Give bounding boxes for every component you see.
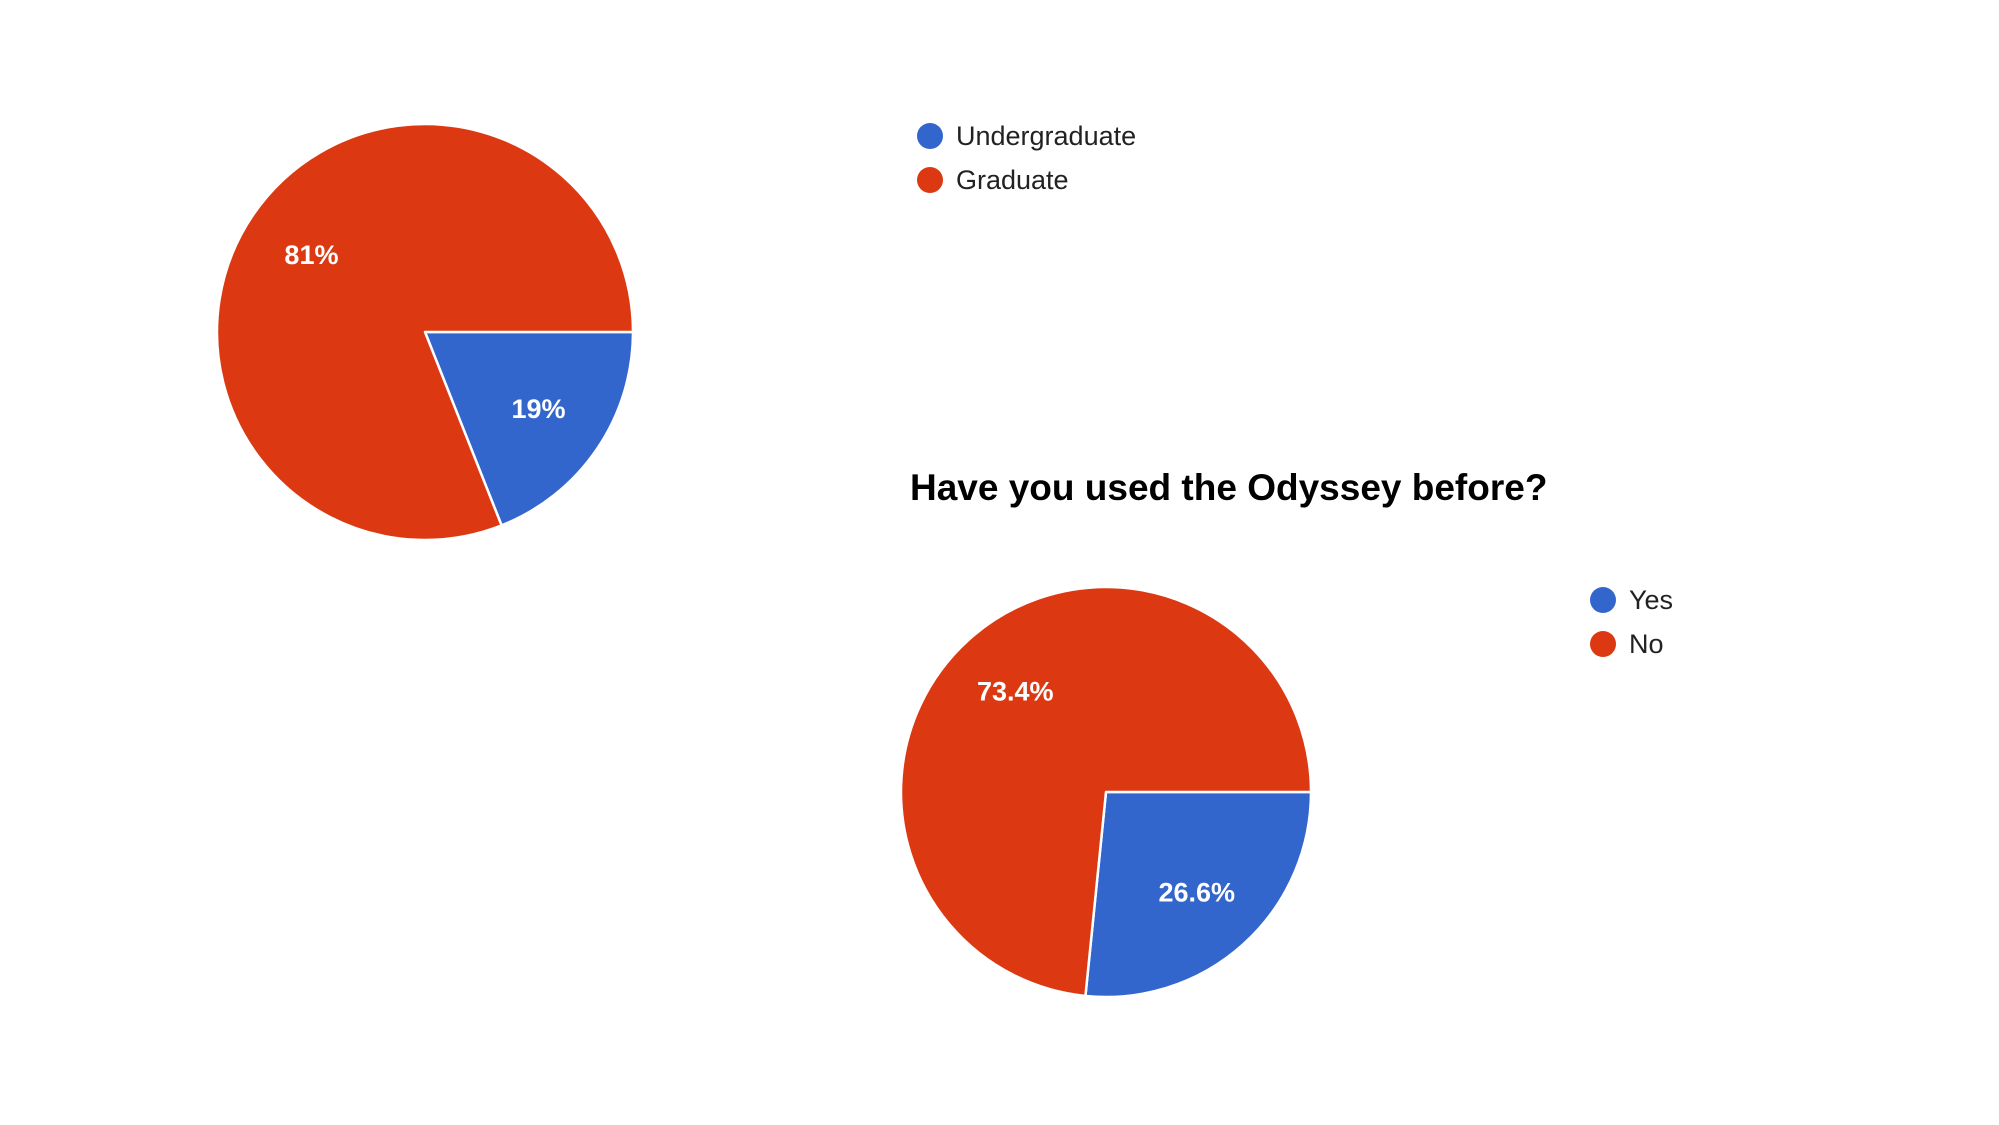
data-label-no: 73.4% [977, 677, 1054, 707]
data-label-graduate: 81% [284, 240, 338, 270]
pie-chart-odyssey-usage: Have you used the Odyssey before? 26.6% 7… [899, 467, 1673, 999]
pie-slice-graduate[interactable] [215, 122, 635, 542]
pie-chart-education-level: 19% 81% Undergraduate Graduate [215, 121, 1136, 542]
pie-slices [899, 585, 1313, 999]
legend-swatch [917, 167, 943, 193]
pie-slice-undergraduate[interactable] [423, 330, 635, 527]
chart-title: Have you used the Odyssey before? [910, 467, 1547, 508]
data-label-undergraduate: 19% [512, 394, 566, 424]
pie-data-labels: 26.6% 73.4% [977, 677, 1235, 908]
legend-item-graduate[interactable]: Graduate [917, 165, 1069, 195]
legend-label: Graduate [956, 165, 1069, 195]
legend[interactable]: Undergraduate Graduate [917, 121, 1136, 195]
legend[interactable]: Yes No [1590, 585, 1673, 659]
legend-swatch [1590, 587, 1616, 613]
legend-swatch [1590, 631, 1616, 657]
legend-label: No [1629, 629, 1664, 659]
pie-slice-no[interactable] [899, 585, 1313, 998]
pie-slices [215, 122, 635, 542]
pie-data-labels: 19% 81% [284, 240, 565, 424]
legend-item-yes[interactable]: Yes [1590, 585, 1673, 615]
legend-item-undergraduate[interactable]: Undergraduate [917, 121, 1136, 151]
data-label-yes: 26.6% [1158, 877, 1235, 907]
legend-item-no[interactable]: No [1590, 629, 1664, 659]
legend-swatch [917, 123, 943, 149]
legend-label: Undergraduate [956, 121, 1136, 151]
pie-slice-yes[interactable] [1084, 790, 1313, 999]
legend-label: Yes [1629, 585, 1673, 615]
